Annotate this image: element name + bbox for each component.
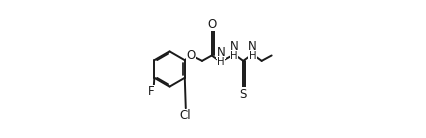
- Text: N: N: [229, 40, 238, 53]
- Text: H: H: [248, 51, 256, 61]
- Text: N: N: [248, 40, 256, 53]
- Text: S: S: [239, 87, 246, 100]
- Text: H: H: [230, 51, 237, 61]
- Text: Cl: Cl: [179, 109, 190, 122]
- Text: O: O: [207, 18, 216, 31]
- Text: F: F: [148, 85, 155, 99]
- Text: H: H: [217, 57, 224, 67]
- Text: N: N: [216, 46, 225, 59]
- Text: O: O: [186, 49, 196, 62]
